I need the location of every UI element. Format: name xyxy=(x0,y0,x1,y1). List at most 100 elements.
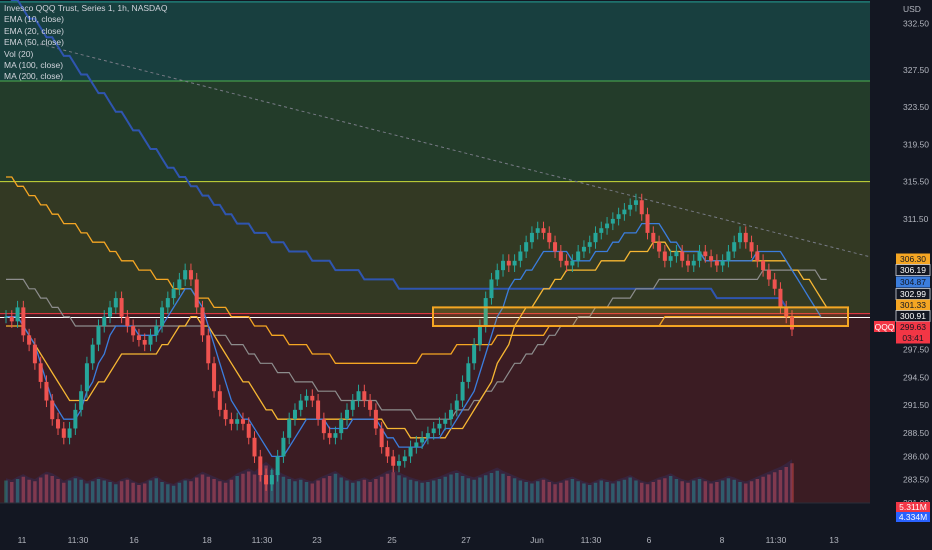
indicator-ema20[interactable]: EMA (20, close) xyxy=(4,25,64,36)
candle-body xyxy=(240,419,245,424)
volume-bar xyxy=(668,476,673,503)
volume-bar xyxy=(90,481,95,503)
candle-body xyxy=(344,409,349,420)
volume-ma-area xyxy=(6,459,792,503)
candle-body xyxy=(466,363,471,382)
volume-bar xyxy=(247,471,251,503)
candle-body xyxy=(437,423,442,429)
currency-label: USD xyxy=(903,4,921,14)
candle-body xyxy=(3,316,9,318)
price-badge-bg xyxy=(896,276,930,288)
candle-body xyxy=(755,251,760,261)
candle-body xyxy=(292,409,297,420)
volume-bar xyxy=(605,482,609,503)
volume-bar xyxy=(772,472,777,503)
zone-2 xyxy=(0,181,870,314)
volume-bar xyxy=(166,484,170,503)
candle-body xyxy=(15,307,20,322)
indicator-ema50[interactable]: EMA (50, close) xyxy=(4,37,64,48)
volume-bar xyxy=(108,482,112,503)
indicator-vol[interactable]: Vol (20) xyxy=(4,48,34,59)
candle-body xyxy=(44,381,49,401)
volume-bar xyxy=(397,475,401,503)
volume-bar xyxy=(755,479,760,503)
volume-bar xyxy=(426,482,430,503)
x-tick-label: 25 xyxy=(387,535,397,545)
candle-body xyxy=(333,433,338,438)
volume-bar xyxy=(102,480,106,503)
candle-body xyxy=(200,307,205,336)
candle-body xyxy=(420,437,425,443)
candle-body xyxy=(685,260,690,266)
candle-body xyxy=(743,232,748,243)
candle-body xyxy=(501,260,506,271)
volume-bar xyxy=(212,479,216,503)
candle-body xyxy=(396,461,402,466)
candle-body xyxy=(720,260,725,266)
candle-body xyxy=(252,437,257,457)
volume-bar xyxy=(206,476,211,503)
candle-body xyxy=(605,223,610,229)
volume-bar xyxy=(640,482,644,503)
volume-bar xyxy=(616,481,621,503)
y-tick-label: 323.50 xyxy=(903,102,929,112)
volume-bar xyxy=(692,480,696,503)
volume-bar xyxy=(96,479,101,503)
volume-bar xyxy=(79,479,83,503)
candle-body xyxy=(188,270,193,280)
candle-body xyxy=(564,260,569,266)
volume-bar xyxy=(327,476,332,503)
candle-body xyxy=(212,363,217,392)
volume-bar xyxy=(293,481,297,503)
volume-bar xyxy=(142,483,147,503)
y-tick-label: 291.50 xyxy=(903,400,929,410)
volume-bar xyxy=(374,479,378,503)
candle-body xyxy=(229,419,234,424)
volume-bar xyxy=(709,483,713,503)
volume-bar xyxy=(628,477,632,503)
time-axis-bg xyxy=(0,530,932,550)
indicator-ma200[interactable]: MA (200, close) xyxy=(4,71,64,82)
candle-body xyxy=(691,260,696,266)
candle-body xyxy=(281,437,286,457)
volume-bar xyxy=(622,479,627,503)
volume-bar xyxy=(483,475,488,503)
candle-body xyxy=(385,447,390,457)
candle-body xyxy=(217,391,222,410)
volume-bar xyxy=(611,483,615,503)
volume-bar xyxy=(281,476,286,503)
y-tick-label: 327.50 xyxy=(903,65,929,75)
x-tick-label: 23 xyxy=(312,535,322,545)
candle-body xyxy=(553,242,558,252)
volume-bar xyxy=(154,478,158,503)
x-tick-label: 11:30 xyxy=(252,535,273,545)
volume-bar xyxy=(4,480,8,503)
indicator-ema10[interactable]: EMA (10, close) xyxy=(4,14,64,25)
y-tick-label: 311.50 xyxy=(903,214,929,224)
volume-bar xyxy=(189,481,193,503)
volume-bar xyxy=(385,473,390,503)
price-badge-label: 304.87 xyxy=(900,277,926,287)
candle-body xyxy=(628,204,633,210)
candle-body xyxy=(402,456,407,462)
candle-body xyxy=(581,246,586,252)
volume-bar xyxy=(148,480,153,503)
candle-body xyxy=(789,316,795,330)
candle-body xyxy=(622,209,627,215)
volume-bar xyxy=(171,485,176,503)
volume-bar xyxy=(501,473,505,503)
chart-title[interactable]: Invesco QQQ Trust, Series 1, 1h, NASDAQ xyxy=(4,3,168,13)
candle-body xyxy=(616,214,621,219)
volume-bar xyxy=(570,479,575,503)
indicator-ma100[interactable]: MA (100, close) xyxy=(4,60,64,71)
candle-body xyxy=(38,363,43,382)
candle-body xyxy=(235,419,240,424)
candle-body xyxy=(108,307,113,317)
candle-body xyxy=(287,419,292,438)
volume-bar xyxy=(466,478,471,503)
price-badge-label: 306.19 xyxy=(900,265,926,275)
volume-bar xyxy=(564,480,569,503)
candle-body xyxy=(142,339,147,345)
volume-bar xyxy=(576,481,580,503)
